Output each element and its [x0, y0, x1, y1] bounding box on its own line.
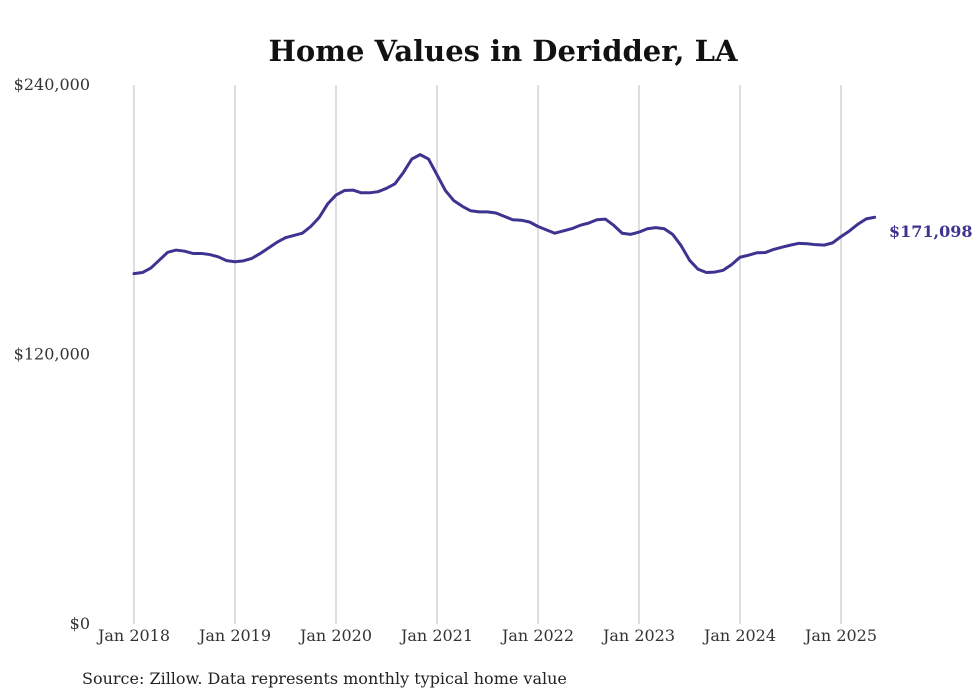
x-axis: Jan 2018 Jan 2019 Jan 2020 Jan 2021 Jan 2022… [96, 626, 877, 645]
x-tick-label: Jan 2022 [500, 626, 574, 645]
source-note: Source: Zillow. Data represents monthly … [82, 669, 567, 688]
chart-title: Home Values in Deridder, LA [269, 34, 738, 68]
x-tick-label: Jan 2021 [399, 626, 473, 645]
x-tick-label: Jan 2019 [197, 626, 271, 645]
end-value-label: $171,098 [889, 222, 973, 241]
x-tick-label: Jan 2025 [803, 626, 877, 645]
y-tick-label: $120,000 [14, 345, 90, 364]
y-tick-label: $240,000 [14, 75, 90, 94]
grid [133, 85, 842, 624]
x-tick-label: Jan 2020 [298, 626, 372, 645]
y-tick-label: $0 [70, 614, 90, 633]
y-axis: $0 $120,000 $240,000 [14, 75, 90, 633]
x-tick-label: Jan 2024 [702, 626, 776, 645]
x-tick-label: Jan 2018 [96, 626, 170, 645]
x-tick-label: Jan 2023 [601, 626, 675, 645]
series-line [132, 153, 877, 276]
